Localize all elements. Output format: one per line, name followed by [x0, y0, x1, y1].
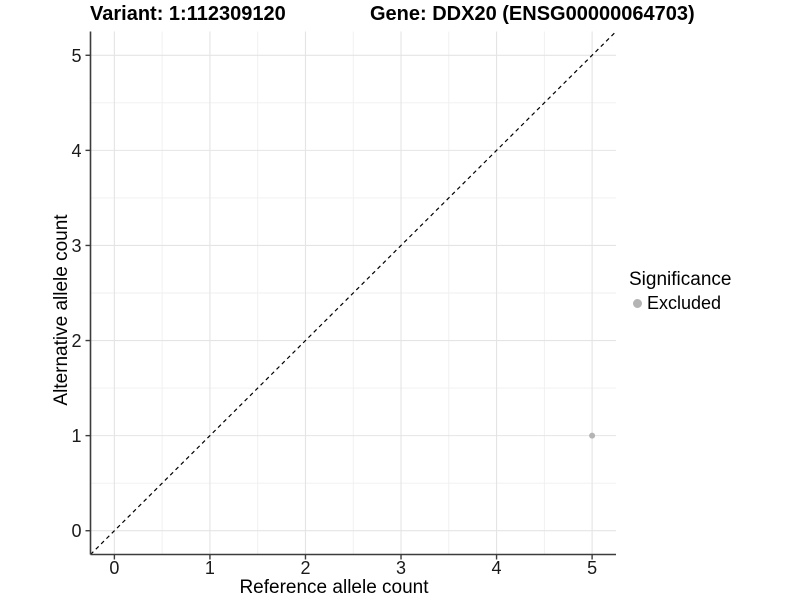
legend-item-excluded: Excluded [633, 293, 731, 314]
plot-title-gene: Gene: DDX20 (ENSG00000064703) [370, 3, 695, 25]
y-axis-title: Alternative allele count [51, 214, 72, 406]
x-tick-label: 2 [300, 558, 310, 578]
x-axis-title: Reference allele count [239, 577, 429, 598]
legend-item-label: Excluded [647, 293, 722, 313]
x-tick-label: 5 [587, 558, 597, 578]
y-tick-label: 1 [71, 426, 81, 446]
y-tick-label: 2 [71, 331, 81, 351]
x-tick-label: 1 [205, 558, 215, 578]
legend-title: Significance [629, 269, 732, 290]
y-tick-label: 5 [71, 46, 81, 66]
legend-key-dot-icon [633, 299, 642, 308]
x-tick-label: 4 [492, 558, 502, 578]
y-tick-label: 3 [71, 236, 81, 256]
y-tick-label: 4 [71, 141, 81, 161]
legend: Significance Excluded [629, 269, 731, 314]
identity-line [90, 31, 617, 555]
x-tick-label: 3 [396, 558, 406, 578]
plot-title-variant: Variant: 1:112309120 [90, 3, 286, 25]
data-point [589, 432, 596, 439]
y-tick-label: 0 [71, 521, 81, 541]
x-tick-label: 0 [109, 558, 119, 578]
